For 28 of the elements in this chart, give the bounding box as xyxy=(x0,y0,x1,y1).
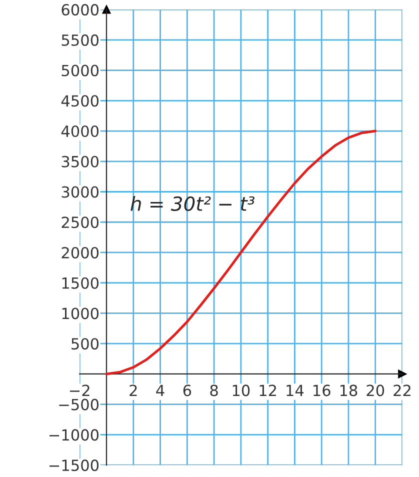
y-tick-label: −1500 xyxy=(49,460,99,472)
x-tick-label: −2 xyxy=(70,384,90,396)
x-tick-label: 8 xyxy=(210,384,218,396)
y-tick-label: 3000 xyxy=(62,186,99,198)
y-tick-label: 2000 xyxy=(62,246,99,259)
y-tick-label: 3500 xyxy=(62,156,99,168)
x-tick-label: 18 xyxy=(340,384,358,396)
x-tick-label: 2 xyxy=(130,384,137,396)
y-tick-label: 4500 xyxy=(61,95,99,107)
x-tick-label: 22 xyxy=(394,384,410,396)
y-tick-label: 2500 xyxy=(62,216,99,228)
x-tick-label: 10 xyxy=(232,384,250,396)
y-tick-label: 5500 xyxy=(62,34,99,46)
y-tick-label: 6000 xyxy=(62,4,99,16)
x-tick-label: 6 xyxy=(183,384,192,396)
y-tick-label: 5000 xyxy=(62,64,99,76)
y-tick-label: −500 xyxy=(59,398,99,410)
x-tick-label: 16 xyxy=(314,384,330,396)
x-tick-label: 20 xyxy=(366,384,384,396)
y-tick-label: 4000 xyxy=(61,125,99,138)
x-tick-label: 4 xyxy=(156,384,164,396)
y-tick-label: 500 xyxy=(72,338,99,350)
y-tick-label: 1500 xyxy=(62,277,99,289)
y-tick-label: 1000 xyxy=(62,308,99,320)
x-tick-label: 12 xyxy=(260,384,276,396)
line-series xyxy=(105,130,377,376)
y-tick-label: −1000 xyxy=(49,429,99,441)
x-tick-label: 14 xyxy=(286,384,304,396)
